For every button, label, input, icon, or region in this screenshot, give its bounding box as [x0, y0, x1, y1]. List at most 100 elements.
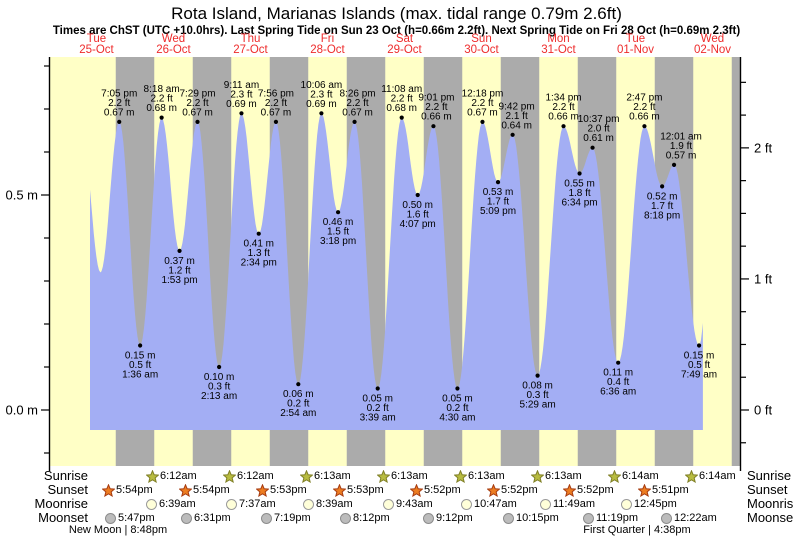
day-name: Sun [471, 33, 492, 45]
moonrise-time: 6:39am [159, 498, 196, 510]
low-tide-annotation: 0.3 ft [526, 390, 548, 401]
page-subtitle: Times are ChST (UTC +10.0hrs). Last Spri… [52, 25, 741, 37]
moonset-time: 9:12pm [436, 512, 473, 524]
sunrise-icon [146, 469, 160, 483]
day-date: 30-Oct [464, 43, 499, 56]
day-date: 02-Nov [693, 43, 732, 56]
moonrise-icon [225, 498, 239, 511]
sunrise-entry: 6:13am [531, 469, 582, 483]
moonrise-entry: 6:39am [145, 497, 196, 511]
tide-extreme-dot [273, 119, 279, 124]
sunset-icon [638, 483, 652, 497]
sunset-icon [256, 483, 270, 497]
high-tide-annotation: 0.67 m [182, 107, 213, 118]
tide-extreme-dot [239, 111, 244, 116]
low-tide-annotation: 1.2 ft [168, 265, 190, 276]
day-label: Sat 29-Oct [370, 34, 440, 55]
low-tide-annotation: 0.4 ft [607, 377, 629, 388]
day-name: Wed [700, 33, 725, 45]
moonset-entry: 12:22am [660, 511, 717, 525]
moonrise-entry: 12:45pm [620, 497, 677, 511]
day-label: Tue 01-Nov [601, 34, 671, 55]
moonset-time: 6:31pm [194, 512, 231, 524]
moonset-time: 10:15pm [516, 512, 559, 524]
sunset-icon [179, 483, 193, 497]
moonset-entry: 8:12pm [339, 511, 390, 525]
low-tide-annotation: 1.5 ft [327, 227, 349, 238]
astro-row-sunset: Sunset Sunset 5:54pm 5:54pm 5:53pm 5:53pm 5:… [0, 483, 793, 497]
high-tide-annotation: 0.67 m [342, 107, 373, 118]
low-tide-annotation: 0.55 m [564, 179, 595, 190]
high-tide-annotation: 2.2 ft [552, 102, 574, 113]
low-tide-annotation: 3:39 am [360, 413, 396, 424]
tide-extreme-dot [431, 124, 436, 129]
moonrise-icon [302, 498, 316, 511]
low-tide-annotation: 0.06 m [283, 389, 314, 400]
tide-extreme-dot [616, 360, 621, 365]
tide-extreme-dot [138, 343, 143, 348]
high-tide-annotation: 9:11 am [224, 80, 259, 91]
sunset-time: 5:54pm [193, 484, 230, 496]
tide-extreme-dot [195, 119, 200, 124]
high-tide-annotation: 2.3 ft [310, 89, 332, 100]
sunset-time: 5:52pm [577, 484, 614, 496]
day-name: Wed [161, 33, 186, 45]
moonset-icon [104, 512, 118, 525]
moonset-icon [260, 512, 274, 525]
moonset-row-label-right: Moonset [747, 510, 793, 525]
low-tide-annotation: 2:54 am [280, 408, 316, 419]
sunrise-time: 6:13am [314, 470, 351, 482]
moonset-entry: 7:19pm [260, 511, 311, 525]
day-label: Fri 28-Oct [293, 34, 363, 55]
low-tide-annotation: 1:53 pm [161, 275, 197, 286]
day-date: 25-Oct [79, 43, 114, 56]
sunset-time: 5:52pm [501, 484, 538, 496]
high-tide-annotation: 2.2 ft [151, 94, 173, 105]
low-tide-annotation: 7:49 am [681, 370, 717, 381]
moonset-time: 7:19pm [274, 512, 311, 524]
axis-tick-label: 0.0 m [5, 403, 38, 418]
high-tide-annotation: 0.66 m [548, 112, 579, 123]
tide-extreme-dot [577, 171, 582, 176]
high-tide-annotation: 2.2 ft [346, 98, 368, 109]
sunset-time: 5:53pm [347, 484, 384, 496]
sunrise-entry: 6:14am [685, 469, 736, 483]
sunrise-entry: 6:13am [377, 469, 428, 483]
day-name: Fri [320, 33, 335, 45]
low-tide-annotation: 0.05 m [362, 394, 393, 405]
day-date: 26-Oct [156, 43, 191, 56]
high-tide-annotation: 2.2 ft [391, 94, 413, 105]
moonset-entry: 10:15pm [502, 511, 559, 525]
low-tide-annotation: 0.2 ft [446, 403, 468, 414]
tide-extreme-dot [480, 119, 485, 124]
sunrise-row-label-right: Sunrise [747, 468, 792, 483]
sunrise-time: 6:13am [391, 470, 428, 482]
tide-extreme-dot [256, 231, 261, 236]
sunset-entry: 5:54pm [179, 483, 230, 497]
moonset-icon [582, 512, 596, 525]
day-name: Thu [240, 33, 261, 45]
sunrise-time: 6:12am [237, 470, 274, 482]
moonrise-row-label-right: Moonrise [747, 496, 793, 511]
low-tide-annotation: 8:18 pm [644, 210, 680, 221]
low-tide-annotation: 0.15 m [684, 351, 715, 362]
sunrise-icon [685, 469, 699, 483]
moonrise-time: 9:43am [396, 498, 433, 510]
tide-extreme-dot [495, 180, 501, 185]
moonset-entry: 9:12pm [422, 511, 473, 525]
high-tide-annotation: 8:26 pm [339, 88, 375, 99]
high-tide-annotation: 11:08 am [381, 84, 422, 95]
high-tide-annotation: 0.61 m [583, 133, 614, 144]
low-tide-annotation: 5:09 pm [480, 206, 516, 217]
sunrise-icon [454, 469, 468, 483]
tide-extreme-dot [415, 192, 420, 198]
sunset-icon [487, 483, 501, 497]
sunrise-entry: 6:12am [223, 469, 274, 483]
low-tide-annotation: 0.08 m [522, 381, 553, 392]
tide-extreme-dot [177, 248, 182, 253]
high-tide-annotation: 10:37 pm [578, 114, 620, 125]
moonset-row-label-left: Moonset [38, 510, 88, 525]
moonrise-icon [539, 498, 553, 511]
low-tide-annotation: 0.50 m [402, 200, 433, 211]
